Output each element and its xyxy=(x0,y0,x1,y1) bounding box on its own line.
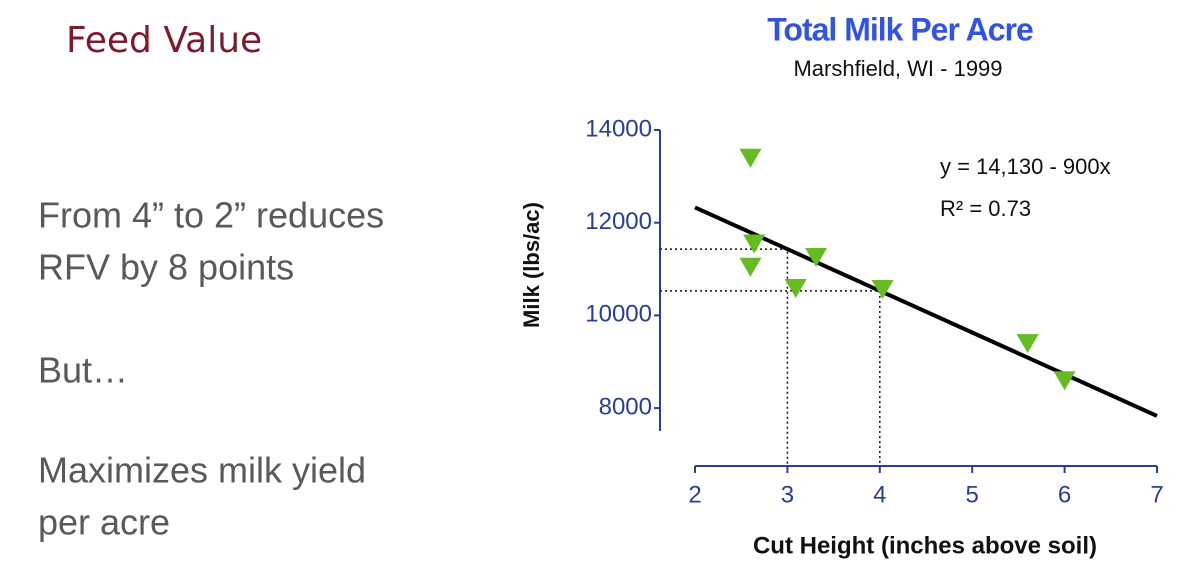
x-axis-label: Cut Height (inches above soil) xyxy=(753,532,1097,559)
x-tick-label: 4 xyxy=(873,481,886,508)
body-text: RFV by 8 points xyxy=(38,247,294,288)
trend-line xyxy=(694,205,1158,418)
annotation: y = 14,130 - 900x xyxy=(940,154,1111,179)
y-tick-label: 14000 xyxy=(585,115,652,142)
body-text: But… xyxy=(38,350,128,391)
data-point xyxy=(784,279,807,299)
chart-title: Total Milk Per Acre xyxy=(767,11,1033,47)
data-point xyxy=(871,279,894,299)
chart-subtitle: Marshfield, WI - 1999 xyxy=(793,56,1002,81)
y-tick-label: 10000 xyxy=(585,301,652,328)
body-text: per acre xyxy=(38,502,170,543)
x-tick-label: 6 xyxy=(1058,481,1071,508)
reference-line xyxy=(660,290,881,466)
data-point xyxy=(739,148,762,168)
reference-line xyxy=(660,248,789,466)
x-tick-label: 2 xyxy=(688,481,701,508)
x-tick-label: 3 xyxy=(781,481,794,508)
slide-title: Feed Value xyxy=(66,20,262,61)
data-point xyxy=(1016,334,1039,354)
annotation: R² = 0.73 xyxy=(940,196,1031,221)
data-point xyxy=(739,257,762,277)
body-text: Maximizes milk yield xyxy=(38,450,366,491)
data-point xyxy=(743,234,766,254)
x-tick-label: 7 xyxy=(1150,481,1163,508)
y-tick-label: 8000 xyxy=(599,393,652,420)
data-point xyxy=(805,247,828,267)
y-axis-label: Milk (lbs/ac) xyxy=(519,202,544,328)
data-point xyxy=(1053,371,1076,391)
y-tick-label: 12000 xyxy=(585,208,652,235)
body-text: From 4” to 2” reduces xyxy=(38,195,384,236)
x-tick-label: 5 xyxy=(966,481,979,508)
